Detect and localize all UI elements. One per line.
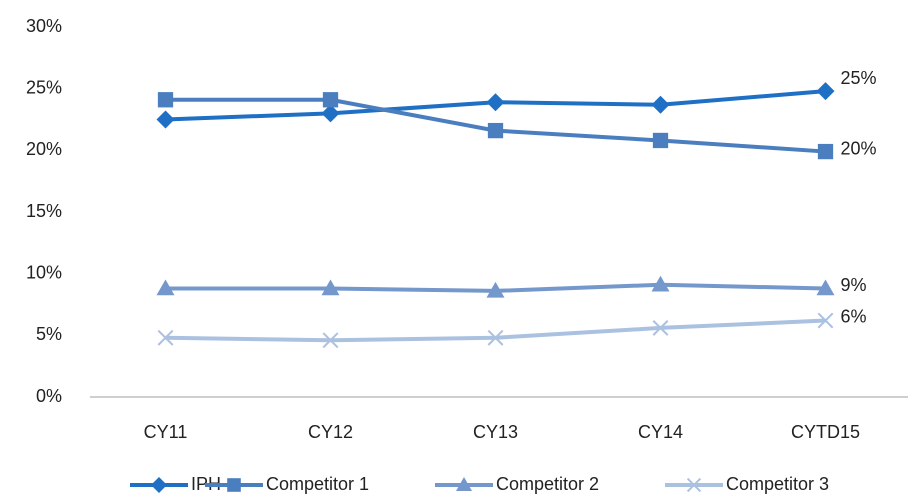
data-point	[487, 122, 504, 139]
data-point	[651, 95, 670, 114]
legend-marker	[686, 477, 702, 493]
x-tick-label: CY14	[638, 422, 683, 442]
legend-marker	[227, 478, 241, 492]
data-point	[156, 279, 175, 296]
data-point	[321, 279, 340, 296]
data-label: 20%	[841, 138, 877, 158]
data-point	[486, 281, 505, 298]
data-point	[156, 110, 175, 129]
data-point	[321, 104, 340, 123]
y-tick-label: 15%	[26, 201, 62, 221]
data-point	[652, 132, 669, 149]
data-point	[816, 279, 835, 296]
x-tick-label: CY11	[144, 422, 188, 442]
legend-marker	[151, 477, 167, 493]
x-tick-label: CYTD15	[791, 422, 860, 442]
legend-label: Competitor 1	[266, 474, 369, 494]
y-tick-label: 20%	[26, 139, 62, 159]
data-point	[322, 92, 339, 108]
legend-marker	[456, 477, 472, 491]
x-tick-label: CY13	[473, 422, 518, 442]
y-tick-label: 5%	[36, 324, 62, 344]
y-tick-label: 10%	[26, 262, 62, 282]
x-tick-label: CY12	[308, 422, 353, 442]
y-tick-label: 30%	[26, 16, 62, 36]
data-point	[157, 329, 174, 346]
data-label: 9%	[841, 275, 867, 295]
data-label: 6%	[841, 306, 867, 326]
data-point	[486, 93, 505, 112]
data-point	[652, 320, 669, 336]
data-point	[651, 275, 670, 292]
data-point	[487, 329, 504, 346]
legend-label: Competitor 3	[726, 474, 829, 494]
data-point	[322, 332, 339, 349]
data-point	[816, 82, 835, 101]
data-point	[817, 312, 834, 329]
data-point	[157, 92, 174, 108]
data-point	[817, 143, 834, 160]
y-tick-label: 0%	[36, 386, 62, 406]
data-label: 25%	[841, 68, 877, 88]
y-tick-label: 25%	[26, 77, 62, 97]
legend-label: Competitor 2	[496, 474, 599, 494]
